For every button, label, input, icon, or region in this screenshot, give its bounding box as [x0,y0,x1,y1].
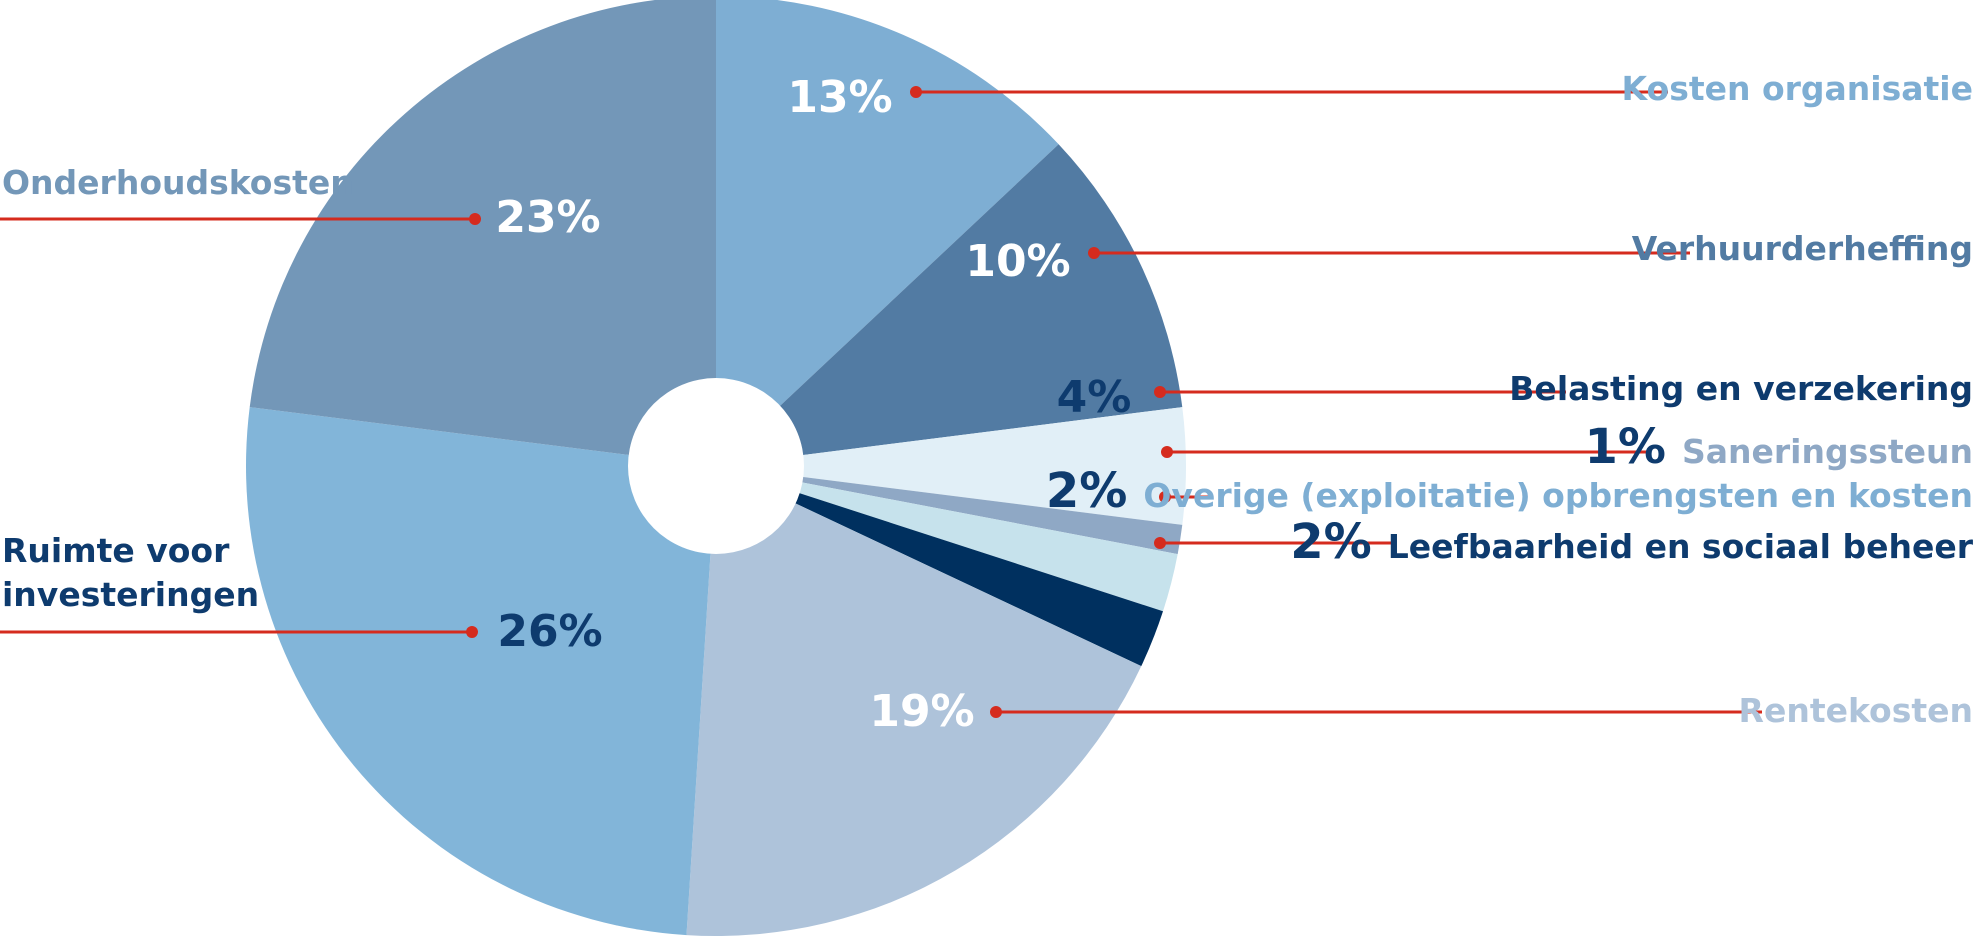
value-label-kosten-organisatie: 13% [787,72,892,123]
pie-slice-kosten-organisatie [716,0,1059,466]
category-label-verhuurderheffing: Verhuurderheffing [1632,229,1973,268]
pie-slice-belasting-en-verzekering [716,407,1186,525]
value-label-overige: 2% [1046,463,1128,519]
value-label-leefbaarheid: 2% [1290,514,1372,570]
pie-slices [246,0,1186,936]
leader-lines [0,86,1762,718]
value-label-rentekosten: 19% [869,686,974,737]
category-label-overige: Overige (exploitatie) opbrengsten en kos… [1143,476,1973,515]
category-label-ruimte: Ruimte voor investeringen [2,531,259,614]
leader-dot-verhuurderheffing [1088,247,1100,259]
leader-dot-overige [1159,491,1171,503]
leader-dot-leefbaarheid [1154,537,1166,549]
category-label-overige-row: 2% Overige (exploitatie) opbrengsten en … [1046,463,1973,519]
leader-dot-kosten-organisatie [910,86,922,98]
value-label-belasting: 4% [1057,372,1132,423]
pie-slice-overige-exploitatie-opbrengsten-en-kosten [716,466,1178,612]
pie-slice-onderhoudskosten [249,0,716,466]
category-label-onderhoud: Onderhoudskosten [2,163,354,202]
pie-slice-verhuurderheffing [716,144,1183,466]
category-label-saneringssteun-row: 1% Saneringssteun [1584,419,1973,475]
leader-dot-ruimte [466,626,478,638]
leader-dot-saneringssteun [1161,446,1173,458]
category-label-leefbaarheid-row: 2% Leefbaarheid en sociaal beheer [1290,514,1973,570]
value-label-onderhoud: 23% [495,192,600,243]
category-label-kosten-organisatie: Kosten organisatie [1622,69,1973,108]
pie-slice-saneringssteun [716,466,1183,555]
pie-slice-leefbaarheid-en-sociaal-beheer [716,466,1163,667]
value-label-ruimte: 26% [497,606,602,657]
value-label-verhuurderheffing: 10% [965,236,1070,287]
leader-dot-rentekosten [990,706,1002,718]
category-label-belasting: Belasting en verzekering [1509,369,1973,408]
donut-hole [628,378,804,554]
leader-dot-belasting [1154,386,1166,398]
category-label-saneringssteun: Saneringssteun [1682,432,1973,471]
leader-dot-onderhoud [469,213,481,225]
pie-slice-ruimte-voor-investeringen [246,407,716,936]
category-label-leefbaarheid: Leefbaarheid en sociaal beheer [1388,527,1973,566]
category-label-rentekosten: Rentekosten [1739,691,1973,730]
value-label-saneringssteun: 1% [1584,419,1666,475]
pie-slice-rentekosten [686,466,1142,936]
